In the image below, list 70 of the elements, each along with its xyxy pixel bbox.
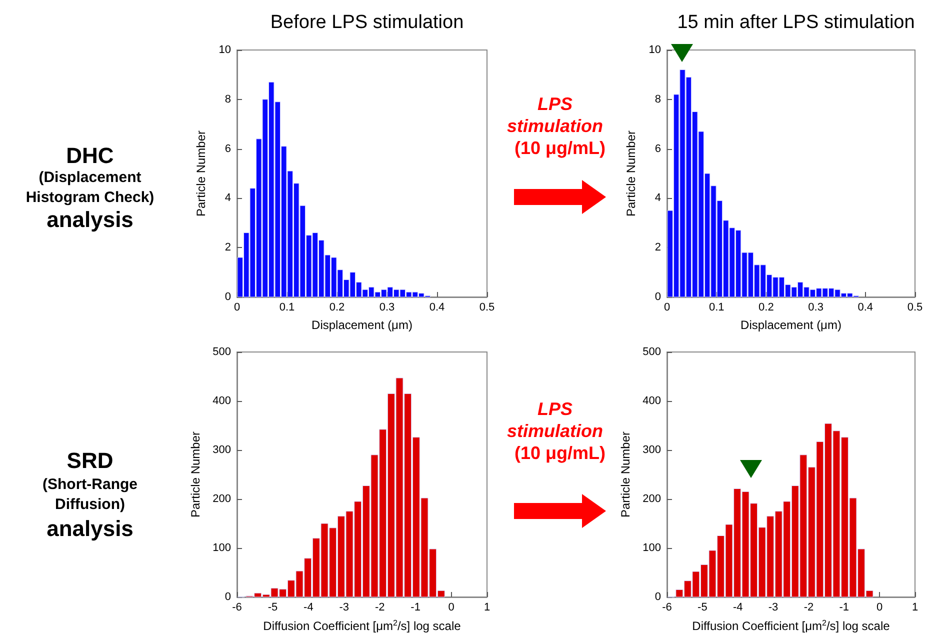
x-tick-label: 0 bbox=[664, 302, 670, 314]
y-tick-label: 200 bbox=[642, 493, 661, 505]
y-tick-label: 0 bbox=[224, 291, 231, 303]
x-tick-label: -1 bbox=[839, 602, 850, 614]
y-tick-label: 4 bbox=[654, 192, 661, 204]
y-tick-label: 100 bbox=[642, 542, 661, 554]
x-tick-label: -6 bbox=[232, 602, 242, 614]
x-tick-label: 0 bbox=[448, 602, 454, 614]
y-tick-label: 0 bbox=[654, 591, 661, 603]
y-tick-label: 500 bbox=[212, 346, 231, 358]
y-tick-label: 300 bbox=[642, 444, 661, 456]
x-tick-label: -3 bbox=[339, 602, 350, 614]
y-tick-label: 2 bbox=[224, 242, 231, 254]
x-tick-label: -2 bbox=[374, 602, 385, 614]
text: analysis bbox=[46, 207, 134, 232]
y-axis-title: Particle Number bbox=[618, 431, 633, 518]
y-tick-label: 0 bbox=[654, 291, 661, 303]
x-tick-label: -2 bbox=[804, 602, 814, 614]
chart-title: 15 min after LPS stimulation bbox=[677, 12, 915, 33]
y-tick-label: 400 bbox=[642, 395, 661, 407]
y-tick-label: 8 bbox=[224, 93, 231, 106]
x-tick-label: 1 bbox=[912, 602, 918, 614]
x-axis-title: Displacement (μm) bbox=[740, 318, 842, 332]
x-tick-label: 0 bbox=[876, 602, 883, 614]
y-tick-label: 400 bbox=[212, 395, 231, 407]
x-tick-label: 0.4 bbox=[429, 302, 445, 314]
text: (10 μg/mL) bbox=[514, 443, 606, 463]
y-tick-label: 2 bbox=[654, 242, 661, 254]
x-tick-label: 0.4 bbox=[858, 302, 874, 314]
chart-title: Before LPS stimulation bbox=[270, 12, 464, 33]
x-tick-label: 1 bbox=[484, 602, 490, 614]
text: SRD bbox=[66, 448, 114, 473]
y-tick-label: 6 bbox=[654, 142, 661, 155]
y-tick-label: 0 bbox=[224, 591, 231, 603]
y-tick-label: 100 bbox=[212, 542, 231, 554]
x-tick-label: 0 bbox=[234, 302, 240, 314]
y-axis-title: Particle Number bbox=[194, 130, 208, 217]
y-axis-title: Particle Number bbox=[624, 130, 638, 217]
y-tick-label: 8 bbox=[654, 93, 661, 106]
text: (Displacement Histogram Check) bbox=[24, 168, 156, 208]
x-tick-label: 0.3 bbox=[379, 302, 395, 314]
y-tick-label: 10 bbox=[218, 44, 231, 56]
y-tick-label: 10 bbox=[648, 44, 661, 56]
x-tick-label: -4 bbox=[304, 602, 314, 614]
y-tick-label: 4 bbox=[224, 192, 231, 204]
x-tick-label: 0.1 bbox=[279, 302, 295, 314]
text: LPS stimulation bbox=[506, 398, 604, 442]
text: LPS stimulation bbox=[506, 93, 604, 137]
text: DHC bbox=[65, 143, 115, 168]
x-tick-label: 0.2 bbox=[758, 302, 774, 314]
x-tick-label: -5 bbox=[698, 602, 708, 614]
text: (10 μg/mL) bbox=[514, 138, 606, 158]
y-tick-label: 6 bbox=[224, 142, 231, 155]
text: analysis bbox=[46, 516, 134, 541]
x-tick-label: -4 bbox=[732, 602, 743, 614]
x-axis-title: Displacement (μm) bbox=[312, 318, 412, 332]
x-tick-label: 0.1 bbox=[708, 302, 724, 314]
y-axis-title: Particle Number bbox=[188, 431, 203, 518]
x-tick-label: 0.2 bbox=[329, 302, 345, 314]
x-tick-label: -1 bbox=[410, 602, 420, 614]
x-tick-label: 0.3 bbox=[808, 302, 824, 314]
x-tick-label: -3 bbox=[768, 602, 778, 614]
x-tick-label: -5 bbox=[268, 602, 278, 614]
text: (Short-Range Diffusion) bbox=[42, 475, 138, 515]
x-tick-label: -6 bbox=[662, 602, 672, 614]
y-tick-label: 500 bbox=[642, 346, 661, 358]
x-tick-label: 0.5 bbox=[907, 302, 923, 314]
y-tick-label: 200 bbox=[212, 493, 231, 505]
y-tick-label: 300 bbox=[212, 444, 231, 456]
x-tick-label: 0.5 bbox=[479, 302, 495, 314]
